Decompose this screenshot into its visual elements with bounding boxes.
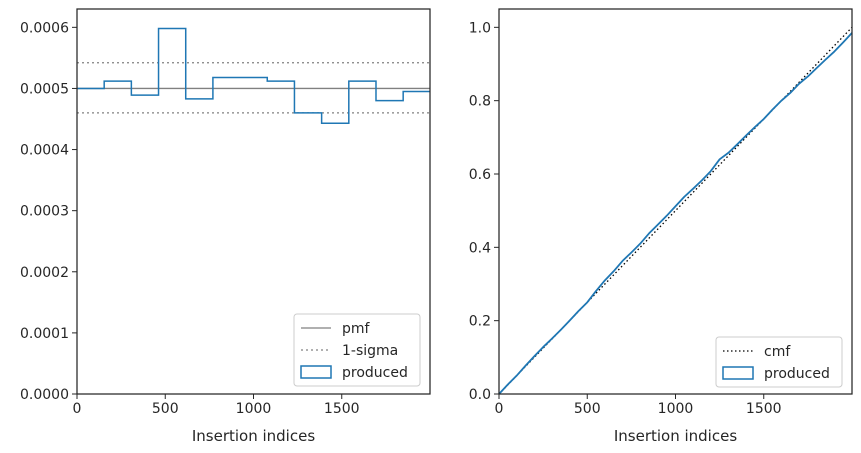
x-axis-label: Insertion indices — [614, 427, 737, 445]
x-tick-label: 1500 — [746, 401, 782, 417]
y-tick-label: 1.0 — [469, 20, 491, 36]
x-tick-label: 1000 — [236, 401, 272, 417]
x-axis-label: Insertion indices — [192, 427, 315, 445]
x-tick-label: 0 — [495, 401, 504, 417]
right-panel: 0 500 1000 1500 0.0 0.2 0.4 0.6 0.8 1.0 Insertion … — [469, 8, 853, 445]
legend: cmf produced — [715, 336, 843, 388]
legend-pmf-label: pmf — [342, 321, 371, 337]
legend-box — [715, 336, 843, 388]
x-tick-label: 1000 — [658, 401, 694, 417]
x-tick-label: 500 — [152, 401, 179, 417]
legend-produced-label: produced — [342, 365, 408, 381]
y-tick-label: 0.0005 — [20, 81, 69, 97]
x-tick-label: 500 — [574, 401, 601, 417]
legend-cmf-label: cmf — [764, 344, 791, 360]
y-tick-label: 0.6 — [469, 167, 491, 183]
y-tick-label: 0.0 — [469, 387, 491, 403]
y-tick-label: 0.0003 — [20, 204, 69, 220]
legend-produced-label: produced — [764, 366, 830, 382]
x-tick-label: 1500 — [324, 401, 360, 417]
x-tick-label: 0 — [73, 401, 82, 417]
legend-sigma-label: 1-sigma — [342, 343, 398, 359]
produced-line — [498, 32, 853, 395]
y-tick-label: 0.4 — [469, 240, 491, 256]
legend-produced-swatch — [722, 366, 754, 380]
y-tick-label: 0.0006 — [20, 20, 69, 36]
left-panel: 0 500 1000 1500 0.0000 0.0001 0.0002 0.0003 0.00… — [20, 8, 431, 445]
plot-frame — [76, 8, 431, 395]
produced-step-line — [77, 27, 430, 125]
y-tick-label: 0.8 — [469, 94, 491, 110]
legend-box — [293, 313, 421, 387]
y-tick-label: 0.0004 — [20, 143, 69, 159]
legend: pmf 1-sigma produced — [293, 313, 421, 387]
y-tick-label: 0.0001 — [20, 326, 69, 342]
y-tick-label: 0.0002 — [20, 265, 69, 281]
plot-frame — [498, 8, 853, 395]
y-tick-label: 0.2 — [469, 314, 491, 330]
legend-produced-swatch — [300, 365, 332, 379]
y-tick-label: 0.0000 — [20, 387, 69, 403]
